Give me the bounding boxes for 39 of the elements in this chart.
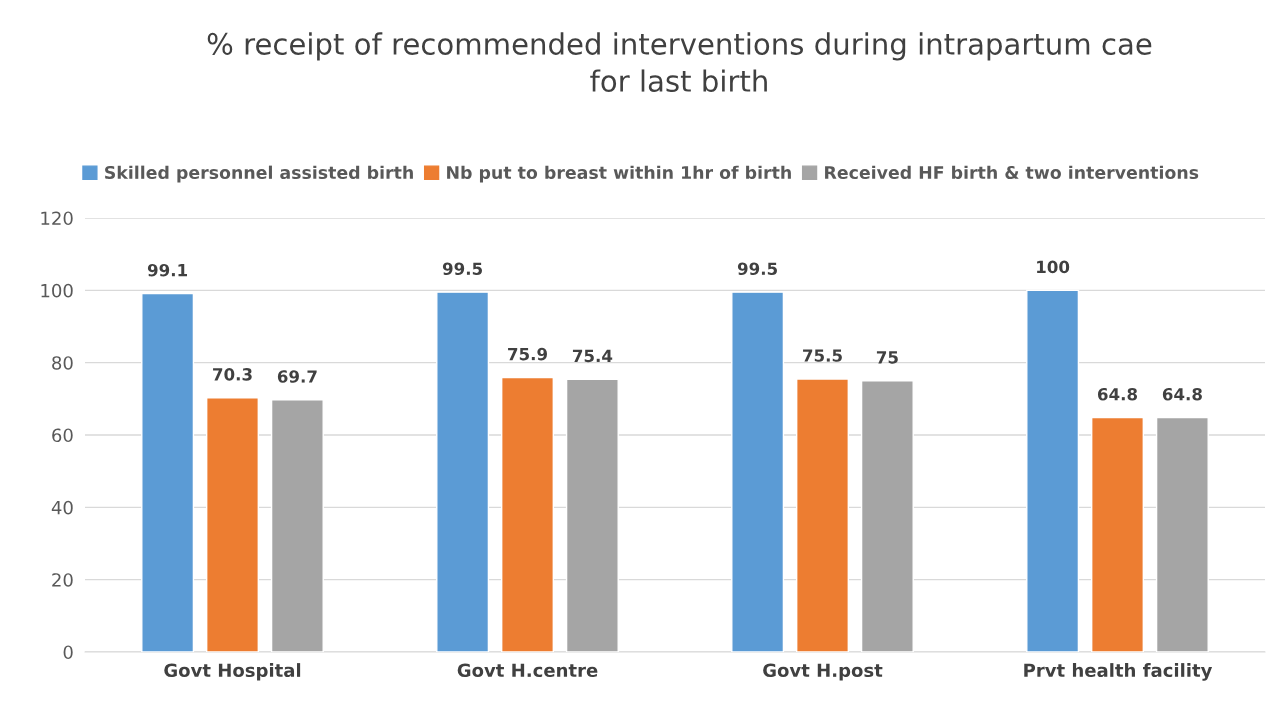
y-tick-label: 20 bbox=[52, 573, 73, 587]
y-tick-label: 0 bbox=[63, 645, 73, 660]
x-tick-label: Govt H.centre bbox=[457, 663, 598, 678]
bar bbox=[436, 291, 490, 652]
data-label: 75.5 bbox=[803, 349, 842, 362]
bar bbox=[860, 380, 914, 652]
data-label: 99.1 bbox=[147, 263, 188, 277]
legend-label: Received HF birth & two interventions bbox=[825, 165, 1199, 180]
y-tick-label: 60 bbox=[52, 428, 73, 443]
bar bbox=[500, 376, 555, 652]
data-label: 69.7 bbox=[277, 370, 317, 383]
bar bbox=[731, 291, 785, 652]
legend-label: Nb put to breast within 1hr of birth bbox=[447, 165, 791, 183]
data-label: 75.9 bbox=[508, 347, 547, 361]
data-label: 64.8 bbox=[1162, 387, 1202, 401]
bar bbox=[1090, 416, 1145, 652]
x-tick-label: Prvt health facility bbox=[1024, 663, 1213, 681]
y-tick-label: 120 bbox=[41, 211, 73, 226]
bar bbox=[1155, 416, 1209, 652]
bar bbox=[141, 292, 195, 652]
data-label: 75.4 bbox=[572, 349, 613, 363]
data-label: 75 bbox=[876, 351, 898, 364]
data-label: 99.5 bbox=[737, 262, 777, 276]
y-tick-label: 40 bbox=[51, 500, 73, 515]
chart-title: % receipt of recommended interventions during intrapartum cae for last birth bbox=[207, 32, 1152, 93]
x-tick-label: Govt Hospital bbox=[164, 663, 301, 681]
data-label: 64.8 bbox=[1097, 387, 1138, 401]
bar bbox=[205, 397, 260, 652]
bar bbox=[270, 399, 324, 652]
bar bbox=[1026, 289, 1080, 652]
data-label: 100 bbox=[1037, 260, 1070, 274]
data-label: 99.5 bbox=[442, 262, 482, 276]
y-tick-label: 100 bbox=[41, 283, 73, 298]
x-tick-label: Govt H.post bbox=[763, 663, 883, 681]
bar bbox=[565, 378, 619, 652]
legend-label: Skilled personnel assisted birth bbox=[105, 165, 413, 183]
data-label: 70.3 bbox=[213, 368, 252, 381]
y-tick-label: 80 bbox=[52, 356, 73, 370]
bar bbox=[795, 378, 850, 652]
